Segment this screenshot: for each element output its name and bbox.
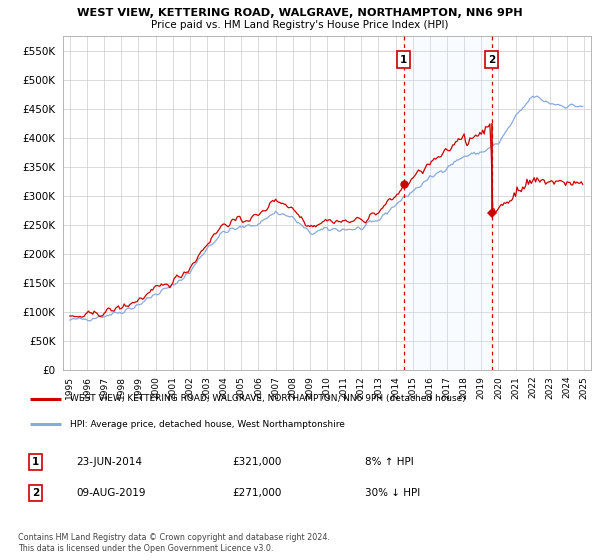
Text: 2: 2 <box>488 54 495 64</box>
Text: WEST VIEW, KETTERING ROAD, WALGRAVE, NORTHAMPTON, NN6 9PH (detached house): WEST VIEW, KETTERING ROAD, WALGRAVE, NOR… <box>70 394 466 403</box>
Text: 30% ↓ HPI: 30% ↓ HPI <box>365 488 421 498</box>
Text: 23-JUN-2014: 23-JUN-2014 <box>76 458 142 468</box>
Text: 1: 1 <box>400 54 407 64</box>
Text: WEST VIEW, KETTERING ROAD, WALGRAVE, NORTHAMPTON, NN6 9PH: WEST VIEW, KETTERING ROAD, WALGRAVE, NOR… <box>77 8 523 18</box>
Text: 09-AUG-2019: 09-AUG-2019 <box>76 488 145 498</box>
Text: 1: 1 <box>32 458 39 468</box>
Text: £271,000: £271,000 <box>232 488 281 498</box>
Text: HPI: Average price, detached house, West Northamptonshire: HPI: Average price, detached house, West… <box>70 420 345 429</box>
Bar <box>404 36 491 370</box>
Text: 8% ↑ HPI: 8% ↑ HPI <box>365 458 414 468</box>
Text: Contains HM Land Registry data © Crown copyright and database right 2024.
This d: Contains HM Land Registry data © Crown c… <box>18 533 330 553</box>
Text: £321,000: £321,000 <box>232 458 281 468</box>
Text: 2: 2 <box>32 488 39 498</box>
Text: Price paid vs. HM Land Registry's House Price Index (HPI): Price paid vs. HM Land Registry's House … <box>151 20 449 30</box>
